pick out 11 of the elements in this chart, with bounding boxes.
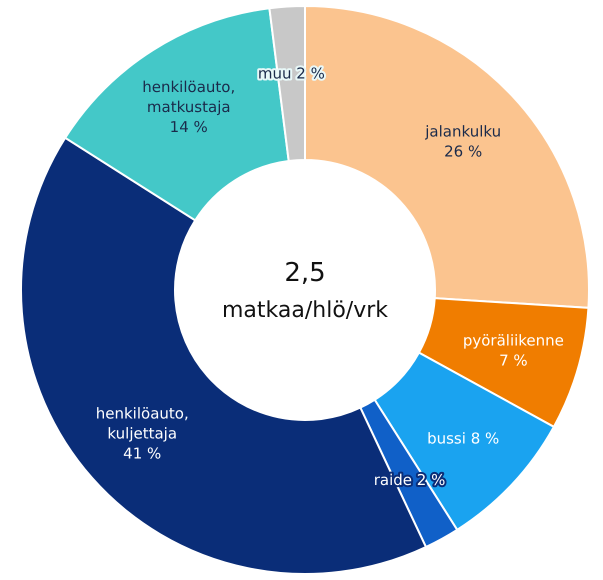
slice-label: henkilöauto, kuljettaja — [96, 404, 189, 443]
slice-label: henkilöauto, matkustaja — [142, 78, 236, 116]
text: matkaa/hlö/vrk — [222, 298, 388, 323]
data-label: 7 % — [499, 352, 528, 370]
slice-label: pyöräliikenne — [462, 332, 564, 350]
data-label: 26 % — [444, 142, 482, 160]
data-label: 14 % — [170, 118, 208, 136]
text: 2,5 — [284, 258, 326, 288]
slice-label: jalankulku — [424, 122, 502, 140]
data-label: 41 % — [123, 444, 162, 463]
slice-label: bussi 8 % — [427, 430, 500, 448]
